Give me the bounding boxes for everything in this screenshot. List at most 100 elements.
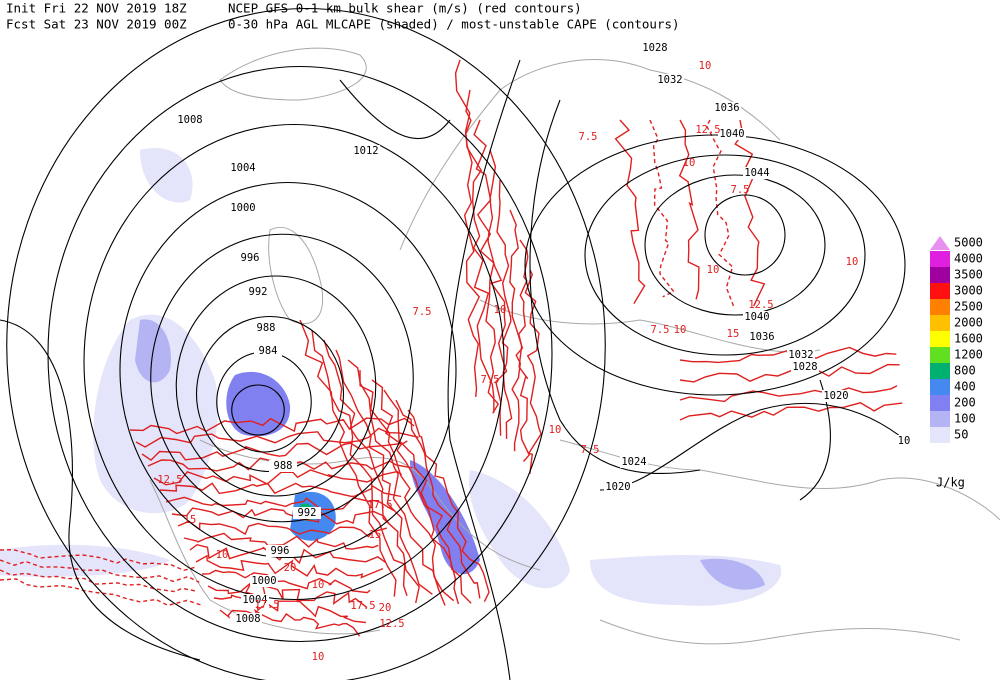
isobar-label: 1004 [230,162,255,174]
shear-contour [311,329,408,597]
coastline [399,59,781,251]
shear-contour [323,339,420,604]
shear-contour [0,559,200,583]
isobar-label: 988 [257,322,276,334]
legend-swatch [930,283,950,299]
shear-contour [359,369,455,602]
shear-contour [678,119,700,300]
legend-label: 2500 [954,300,983,314]
shear-contour [679,385,898,403]
legend-label: 50 [954,428,968,442]
isobar-label: 1044 [744,167,769,179]
label-bg [266,545,294,557]
shear-label: 7.5 [731,184,750,196]
legend-swatch [930,236,950,250]
shear-label: 10 [216,549,229,561]
isobar-label: 1020 [823,390,848,402]
coastline [268,227,324,325]
label-bg [656,74,684,86]
shear-contour [335,349,433,595]
legend-swatch [930,427,950,443]
label-bg [743,167,771,179]
label-bg [822,390,850,402]
isobars [0,8,906,680]
legend-label: 100 [954,412,976,426]
isobar-label: 1040 [744,311,769,323]
isobar [339,79,451,140]
isobar-label: 1000 [251,575,276,587]
shear-label: 12.5 [748,299,773,311]
shear-contour [219,608,361,637]
cape-area [410,460,480,575]
shear-contour [407,409,490,603]
shear-label: 7.5 [481,374,500,386]
isobar-label: 1008 [235,613,260,625]
shear-contour [207,582,368,609]
isobar-label: 996 [241,252,260,264]
title-cape: 0-30 hPa AGL MLCAPE (shaded) / most-unst… [228,17,680,32]
shear-contour [299,319,397,597]
shear-contour [383,389,472,604]
isobar-label: 1028 [792,361,817,373]
label-bg [244,286,272,298]
shear-contour [195,554,384,579]
shear-contour [0,569,198,593]
shear-contour [165,496,395,512]
label-bg [352,145,380,157]
coastline [149,479,381,635]
label-bg [748,331,776,343]
shear-label: 12.5 [695,124,720,136]
shear-label: 10 [494,304,507,316]
shear-label: 20 [284,562,297,574]
isobar-label: 1008 [177,114,202,126]
shear-contour [649,119,675,298]
isobar [447,59,521,680]
legend-label: 1600 [954,332,983,346]
shear-label: 17.5 [254,599,279,611]
shear-contour [679,363,900,383]
init-time: Init Fri 22 NOV 2019 18Z [6,1,187,16]
isobar-label: 1040 [719,128,744,140]
shear-contour [509,209,524,452]
shear-label: 7.5 [413,306,432,318]
shear-contour [213,594,366,624]
isobar [83,123,505,601]
shear-label: 10 [846,256,859,268]
forecast-time: Fcst Sat 23 NOV 2019 00Z [6,17,187,32]
shear-contour [518,239,531,462]
shear-label: 10 [312,579,325,591]
shear-contour [171,507,390,525]
isobar-label: 992 [298,507,317,519]
isobar-label: 1036 [714,102,739,114]
isobar [644,174,826,316]
cape-area [0,544,170,577]
shear-label: 10 [674,324,687,336]
label-bg [234,613,262,625]
legend-label: 800 [954,364,976,378]
legend-label: 1200 [954,348,983,362]
isobar [524,134,906,396]
label-bg [269,460,297,472]
isobar-label: 1036 [749,331,774,343]
isobar [584,154,866,356]
label-bg [890,435,918,447]
label-bg [713,102,741,114]
legend-swatch [930,379,950,395]
label-bg [176,114,204,126]
shear-contour [0,548,197,572]
legend-swatch [930,331,950,347]
isobar-label: 10 [898,435,911,447]
cape-shading [0,148,782,606]
isobar [529,99,701,475]
shear-contour [0,578,203,607]
isobar [47,65,553,643]
shear-label: 10 [549,424,562,436]
label-bg [229,202,257,214]
isobar [150,233,414,523]
isobar-label: 996 [271,545,290,557]
shear-label: 10 [312,651,325,663]
isobar-label: 992 [249,286,268,298]
shear-label: 7.5 [651,324,670,336]
legend-swatch [930,411,950,427]
